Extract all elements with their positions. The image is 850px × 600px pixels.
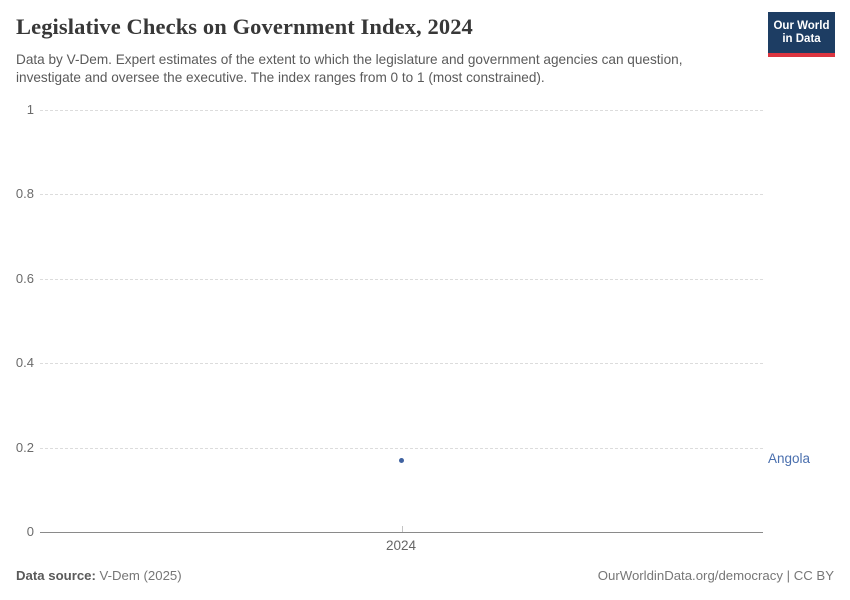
owid-logo-text: Our World in Data bbox=[768, 12, 835, 53]
y-axis-tick-label-0.8: 0.8 bbox=[15, 186, 34, 202]
x-axis-tick-label: 2024 bbox=[385, 538, 417, 553]
gridline-y-0.4 bbox=[40, 363, 763, 365]
chart-footer: Data source: V-Dem (2025) OurWorldinData… bbox=[16, 568, 834, 583]
x-axis-tick-mark bbox=[401, 526, 403, 532]
gridline-y-0.8 bbox=[40, 194, 763, 196]
y-axis-tick-label-0.6: 0.6 bbox=[15, 270, 34, 286]
owid-logo-line1: Our World bbox=[773, 19, 830, 32]
gridline-y-1 bbox=[40, 110, 763, 111]
rights-link[interactable]: OurWorldinData.org/democracy | CC BY bbox=[597, 568, 834, 583]
gridline-y-0.2 bbox=[40, 447, 763, 449]
y-axis-labels: 0 0.2 0.4 0.6 0.8 1 bbox=[0, 102, 34, 539]
series-label-angola[interactable]: Angola bbox=[768, 451, 811, 466]
y-axis-tick-label-0.2: 0.2 bbox=[15, 439, 34, 455]
chart-subtitle: Data by V-Dem. Expert estimates of the e… bbox=[16, 52, 683, 85]
data-source-label: Data source: bbox=[16, 568, 96, 583]
owid-logo[interactable]: Our World in Data bbox=[768, 12, 835, 57]
data-source: Data source: V-Dem (2025) bbox=[16, 568, 182, 583]
data-source-value: V-Dem (2025) bbox=[95, 568, 182, 583]
y-axis-tick-label-0.4: 0.4 bbox=[15, 355, 34, 371]
data-point-angola[interactable] bbox=[399, 457, 404, 463]
y-axis-tick-label-1: 1 bbox=[26, 102, 34, 117]
chart-title: Legislative Checks on Government Index, … bbox=[16, 14, 473, 39]
owid-logo-red-bar bbox=[768, 53, 835, 57]
owid-logo-line2: in Data bbox=[782, 32, 821, 45]
y-axis-tick-label-0: 0 bbox=[26, 524, 34, 539]
gridline-y-0.6 bbox=[40, 278, 763, 280]
plot-area bbox=[40, 110, 763, 533]
